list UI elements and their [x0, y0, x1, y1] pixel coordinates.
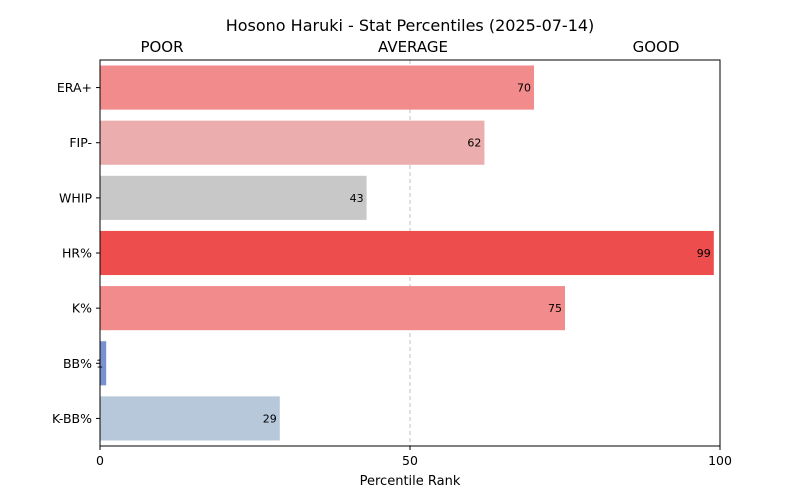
chart-title: Hosono Haruki - Stat Percentiles (2025-0… — [226, 16, 595, 35]
bar-whip — [100, 175, 367, 220]
bar-kbb — [100, 396, 280, 441]
y-tick-label: WHIP — [59, 190, 92, 205]
y-tick-label: K-BB% — [52, 411, 92, 426]
y-tick-label: ERA+ — [57, 80, 92, 95]
value-label: 70 — [517, 82, 531, 95]
bar-k — [100, 286, 565, 331]
axes: ERA+ FIP- WHIP HR% K% BB% K-BB% 0 50 100 — [52, 59, 732, 468]
value-label: 62 — [467, 137, 481, 150]
y-tick-label: K% — [72, 301, 92, 316]
band-label-good: GOOD — [633, 38, 680, 56]
x-tick-label: 0 — [96, 453, 104, 468]
bar-fip — [100, 120, 485, 165]
band-label-average: AVERAGE — [378, 38, 448, 56]
bar-bb — [100, 341, 107, 386]
bar-era — [100, 65, 534, 110]
value-label: 43 — [350, 192, 364, 205]
y-tick-label: HR% — [62, 246, 92, 261]
x-axis-label: Percentile Rank — [360, 474, 461, 489]
band-label-poor: POOR — [140, 38, 183, 56]
bar-hr — [100, 230, 714, 276]
x-tick-label: 100 — [708, 453, 732, 468]
band-labels: POOR AVERAGE GOOD — [140, 38, 679, 56]
value-label: 75 — [548, 302, 562, 315]
y-tick-label: FIP- — [69, 135, 92, 150]
value-label: 99 — [697, 247, 711, 260]
y-tick-label: BB% — [63, 356, 92, 371]
plot-area: 7062439975129 — [96, 60, 714, 446]
x-tick-label: 50 — [402, 453, 418, 468]
value-label: 29 — [263, 412, 277, 425]
